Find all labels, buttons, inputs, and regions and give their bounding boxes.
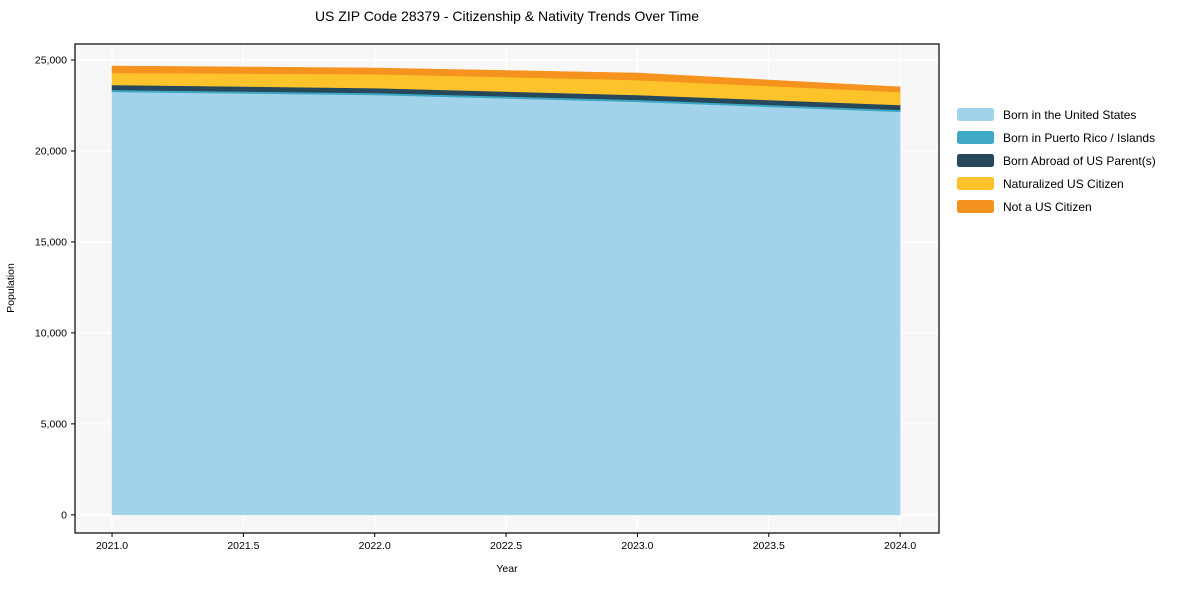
y-tick-label: 10,000: [35, 327, 67, 339]
x-tick-label: 2022.5: [490, 540, 522, 552]
y-axis-label: Population: [5, 263, 17, 313]
legend-swatch-puerto-rico-icon: [957, 131, 994, 144]
x-tick-label: 2024.0: [884, 540, 916, 552]
y-tick-label: 25,000: [35, 55, 67, 67]
legend-swatch-not-citizen-icon: [957, 200, 994, 213]
x-tick-label: 2022.0: [359, 540, 391, 552]
legend-label: Born Abroad of US Parent(s): [1003, 153, 1156, 168]
legend-label: Not a US Citizen: [1003, 199, 1092, 214]
legend-item: Not a US Citizen: [957, 195, 1156, 218]
area-series-0: [111, 91, 901, 516]
y-tick-label: 15,000: [35, 237, 67, 249]
area-series-4: [111, 65, 901, 93]
chart-title: US ZIP Code 28379 - Citizenship & Nativi…: [314, 8, 700, 24]
plot-border: [74, 43, 940, 534]
x-axis-label: Year: [496, 563, 518, 575]
legend-label: Born in Puerto Rico / Islands: [1003, 130, 1156, 145]
legend-swatch-born-us-icon: [957, 108, 994, 121]
legend-label: Naturalized US Citizen: [1003, 176, 1124, 191]
legend-swatch-born-abroad-icon: [957, 154, 994, 167]
y-tick-label: 20,000: [35, 146, 67, 158]
legend-label: Born in the United States: [1003, 107, 1137, 122]
legend-item: Naturalized US Citizen: [957, 172, 1156, 195]
legend: Born in the United States Born in Puerto…: [957, 103, 1156, 218]
y-tick-label: 5,000: [41, 418, 67, 430]
legend-item: Born in the United States: [957, 103, 1156, 126]
legend-item: Born Abroad of US Parent(s): [957, 149, 1156, 172]
x-tick-label: 2023.5: [753, 540, 785, 552]
y-tick-label: 0: [61, 509, 67, 521]
x-tick-label: 2021.0: [96, 540, 128, 552]
x-tick-label: 2023.0: [621, 540, 653, 552]
x-tick-label: 2021.5: [227, 540, 259, 552]
legend-swatch-naturalized-icon: [957, 177, 994, 190]
legend-item: Born in Puerto Rico / Islands: [957, 126, 1156, 149]
